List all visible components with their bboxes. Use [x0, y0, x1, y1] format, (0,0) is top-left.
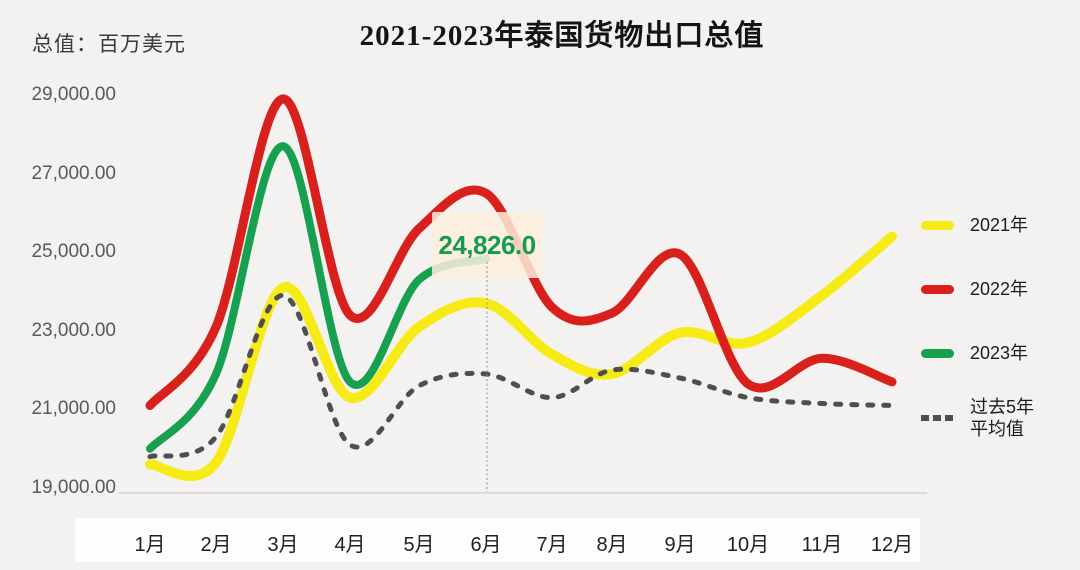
- data-label-annotation: 24,826.0: [438, 230, 536, 261]
- line-2021: [145, 231, 897, 481]
- legend-swatch-2022: [921, 284, 954, 294]
- legend-item-5yr-average: 过去5年 平均值: [921, 396, 1034, 440]
- legend-label-5yr-average: 过去5年 平均值: [970, 396, 1034, 440]
- x-label-oct: 10月: [726, 534, 770, 556]
- x-label-feb: 2月: [200, 534, 232, 556]
- legend-swatch-2023: [921, 348, 954, 358]
- x-label-sep: 9月: [664, 534, 696, 556]
- legend-swatch-2021: [921, 220, 954, 230]
- x-label-dec: 12月: [870, 534, 914, 556]
- line-2023: [146, 142, 490, 453]
- legend-item-2021: 2021年: [921, 214, 1028, 236]
- legend-item-2023: 2023年: [921, 342, 1028, 364]
- legend-swatch-5yr-average: [921, 415, 954, 421]
- x-label-jun: 6月: [470, 534, 502, 556]
- unit-label: 总值：百万美元: [32, 32, 186, 56]
- x-label-mar: 3月: [267, 534, 299, 556]
- chart-title: 2021-2023年泰国货物出口总值: [359, 20, 765, 52]
- line-2022: [145, 94, 897, 410]
- legend-label-5yr-line1: 过去5年: [970, 397, 1035, 417]
- y-tick-23000: 23,000.00: [31, 319, 116, 341]
- legend-label-2021: 2021年: [970, 215, 1029, 235]
- legend-item-2022: 2022年: [921, 278, 1028, 300]
- line-5yr-average: [147, 292, 895, 460]
- x-label-apr: 4月: [334, 534, 366, 556]
- legend-label-2022: 2022年: [970, 279, 1029, 299]
- y-tick-25000: 25,000.00: [31, 241, 116, 263]
- x-label-may: 5月: [403, 534, 435, 556]
- legend-label-5yr-line2: 平均值: [970, 419, 1024, 439]
- x-label-jan: 1月: [134, 534, 166, 556]
- x-label-nov: 11月: [801, 534, 843, 556]
- june-highlight-box: [432, 212, 542, 279]
- x-axis-label-band: [75, 518, 920, 562]
- y-tick-19000: 19,000.00: [31, 477, 116, 498]
- y-tick-29000: 29,000.00: [31, 84, 116, 105]
- legend-label-2023: 2023年: [970, 343, 1029, 363]
- y-tick-27000: 27,000.00: [31, 162, 116, 184]
- x-label-jul: 7月: [536, 534, 568, 556]
- x-label-aug: 8月: [596, 534, 628, 556]
- y-tick-21000: 21,000.00: [31, 398, 116, 420]
